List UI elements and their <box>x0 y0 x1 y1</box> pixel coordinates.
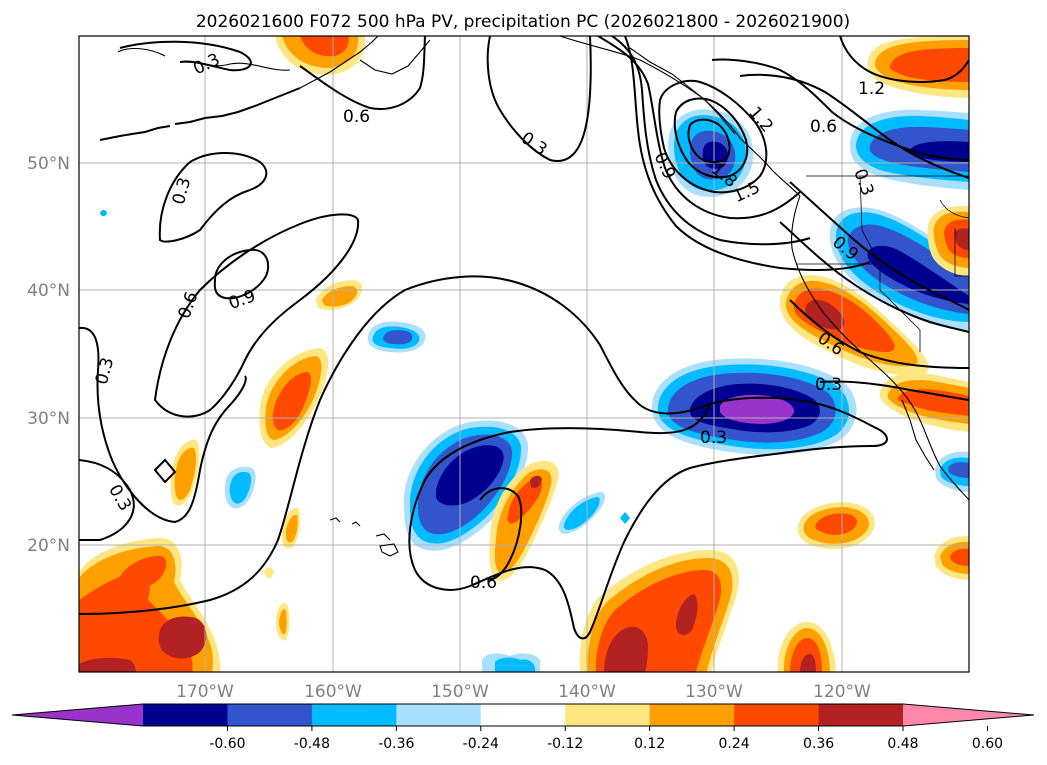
pv-contour <box>597 36 801 220</box>
longitude-labels: 170°W 160°W 150°W 140°W 130°W 120°W <box>176 682 871 702</box>
lat-label: 30°N <box>27 409 70 429</box>
colorbar-swatch <box>396 704 482 726</box>
pv-contour <box>711 58 969 161</box>
colorbar: -0.60 -0.48 -0.36 -0.24 -0.12 0.12 0.24 0.36 0.4… <box>11 703 1035 752</box>
pv-contour <box>79 275 711 615</box>
colorbar-tick-label: 0.12 <box>634 736 665 752</box>
pv-contour <box>789 299 969 369</box>
pv-contour <box>153 458 177 484</box>
latitude-labels: 50°N 40°N 30°N 20°N <box>27 154 70 556</box>
colorbar-swatch <box>311 704 397 726</box>
precip-shading <box>79 36 969 672</box>
precip-blob-norcal <box>829 207 969 330</box>
colorbar-swatch <box>565 704 651 726</box>
pv-contour <box>779 221 969 333</box>
contour-label: 1.2 <box>858 79 885 99</box>
pv-contour <box>739 73 969 179</box>
pv-contour <box>687 118 731 164</box>
pv-contours <box>79 36 969 640</box>
pv-contour <box>839 36 969 83</box>
colorbar-swatch <box>227 704 313 726</box>
colorbar-swatch <box>649 704 735 726</box>
contour-label: 0.3 <box>815 375 842 395</box>
gridlines <box>79 36 969 672</box>
colorbar-tick-label: -0.36 <box>378 736 414 752</box>
colorbar-tick-label: -0.60 <box>209 736 245 752</box>
pv-contour <box>299 36 426 110</box>
lon-label: 120°W <box>813 682 871 702</box>
pv-contour <box>673 97 749 179</box>
colorbar-tick-label: -0.24 <box>463 736 499 752</box>
colorbar-tick-label: 0.36 <box>803 736 834 752</box>
colorbar-tick-label: 0.24 <box>719 736 750 752</box>
pv-contour <box>479 487 523 581</box>
pv-contour <box>158 152 268 243</box>
pv-contour <box>789 181 969 311</box>
colorbar-tick-label: -0.48 <box>294 736 330 752</box>
pv-contour <box>79 326 247 524</box>
colorbar-swatch <box>818 704 904 726</box>
colorbar-tick-label: 0.60 <box>972 736 1003 752</box>
pv-contour <box>819 380 969 401</box>
precip-blob-small-negatives <box>100 210 630 672</box>
lon-label: 150°W <box>431 682 489 702</box>
contour-label: 0.6 <box>810 117 837 137</box>
colorbar-swatch <box>480 704 566 726</box>
map-panel: 0.3 0.6 0.3 0.6 0.9 0.3 0.3 0.3 0.6 0.9 … <box>79 36 969 672</box>
colorbar-tick-label: 0.48 <box>887 736 918 752</box>
colorbar-extend-low <box>12 704 143 726</box>
precip-blob-small-positives <box>79 280 969 672</box>
colorbar-tick-label: -0.12 <box>547 736 583 752</box>
pv-contour <box>624 36 871 271</box>
colorbar-outline <box>11 703 1035 727</box>
lon-label: 140°W <box>558 682 616 702</box>
colorbar-extend-high <box>903 704 1034 726</box>
precip-blob-150w-negative <box>403 420 529 551</box>
precip-blob-gulf-alaska <box>275 36 366 75</box>
pv-contour <box>213 248 270 300</box>
contour-label: 0.3 <box>700 428 727 448</box>
pv-contour <box>658 80 768 194</box>
precip-blob-mexico <box>935 451 969 492</box>
pv-contour <box>153 213 360 418</box>
map-title: 2026021600 F072 500 hPa PV, precipitatio… <box>196 12 850 32</box>
map-frame <box>78 35 970 673</box>
colorbar-swatch <box>143 704 228 726</box>
lat-label: 40°N <box>27 281 70 301</box>
pv-contour <box>408 396 888 640</box>
lat-label: 20°N <box>27 536 70 556</box>
lon-label: 130°W <box>685 682 743 702</box>
colorbar-swatch <box>734 704 820 726</box>
pv-contour <box>119 40 252 72</box>
lat-label: 50°N <box>27 154 70 174</box>
lon-label: 160°W <box>304 682 362 702</box>
precip-blob-30n-negative <box>651 358 857 455</box>
lon-label: 170°W <box>176 682 234 702</box>
pv-contour <box>79 459 135 541</box>
pv-contour <box>611 36 811 246</box>
precip-blob-pnw <box>850 109 969 190</box>
pv-contour <box>486 36 592 162</box>
precip-blob-top-right <box>867 36 969 98</box>
precip-blob-right-40n <box>927 205 969 276</box>
contour-label: 0.6 <box>470 573 497 593</box>
contour-label: 0.6 <box>343 107 370 127</box>
